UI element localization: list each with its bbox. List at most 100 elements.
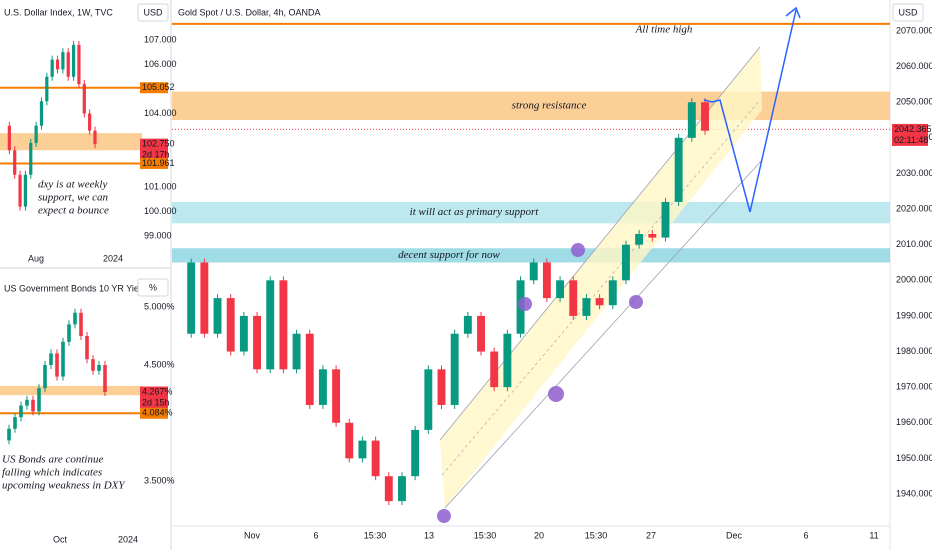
candle bbox=[49, 353, 53, 365]
candle bbox=[34, 125, 38, 143]
candle bbox=[67, 324, 71, 342]
candle bbox=[103, 365, 107, 393]
candle bbox=[23, 174, 28, 207]
candle bbox=[253, 315, 262, 370]
candle bbox=[608, 280, 617, 306]
candle bbox=[82, 84, 86, 114]
candle bbox=[50, 59, 54, 77]
candle bbox=[85, 336, 89, 360]
candle bbox=[635, 234, 644, 245]
unit: USD bbox=[143, 7, 163, 17]
x-tick-label: 6 bbox=[313, 530, 318, 540]
price-label: 105.052 bbox=[142, 82, 175, 92]
x-tick-label: Aug bbox=[28, 253, 44, 263]
candle bbox=[43, 365, 47, 389]
x-tick-label: Nov bbox=[244, 530, 261, 540]
candle bbox=[398, 476, 406, 502]
candle bbox=[556, 280, 565, 299]
candle bbox=[503, 333, 512, 388]
candle bbox=[279, 280, 288, 370]
annotation: falling which indicates bbox=[2, 467, 102, 479]
candle bbox=[477, 315, 485, 352]
candle bbox=[97, 365, 101, 371]
unit-box bbox=[137, 3, 169, 22]
price-label: 4.267% bbox=[142, 386, 173, 396]
chart-title: U.S. Dollar Index, 1W, TVC bbox=[4, 7, 113, 17]
candle bbox=[424, 369, 433, 430]
candle bbox=[66, 52, 70, 77]
annotation: support, we can bbox=[38, 192, 108, 204]
unit-box bbox=[137, 278, 169, 297]
y-tick-label: 101.000 bbox=[144, 181, 177, 191]
y-tick-label: 5.000% bbox=[144, 301, 175, 311]
candle bbox=[13, 417, 17, 429]
pivot bbox=[629, 295, 643, 309]
candle bbox=[73, 312, 77, 325]
x-tick-label: Dec bbox=[726, 530, 743, 540]
annotation: dxy is at weekly bbox=[38, 179, 107, 191]
y-tick-label: 107.000 bbox=[144, 34, 177, 44]
x-tick-label: 20 bbox=[534, 530, 544, 540]
price-label: 4.084% bbox=[142, 408, 173, 418]
candle bbox=[91, 359, 95, 371]
unit-box bbox=[892, 3, 924, 22]
candle bbox=[437, 369, 446, 405]
candle bbox=[529, 262, 538, 281]
pivot bbox=[518, 297, 532, 311]
projection bbox=[703, 9, 797, 213]
candle bbox=[490, 351, 499, 388]
candle bbox=[77, 44, 81, 85]
candle bbox=[45, 76, 49, 102]
candle bbox=[674, 137, 683, 202]
candle bbox=[18, 174, 22, 207]
y-tick-label: 2050.000 bbox=[896, 97, 932, 107]
price-box bbox=[140, 82, 168, 94]
y-tick-label: 3.500% bbox=[144, 475, 175, 485]
zone bbox=[172, 248, 890, 263]
annotation: upcoming weakness in DXY bbox=[2, 480, 126, 492]
candle bbox=[582, 298, 591, 316]
y-tick-label: 1950.000 bbox=[896, 453, 932, 463]
level-label: All time high bbox=[635, 23, 693, 35]
x-tick-label: 15:30 bbox=[474, 530, 497, 540]
y-tick-label: 104.000 bbox=[144, 108, 177, 118]
candle bbox=[55, 59, 60, 70]
chart-title: Gold Spot / U.S. Dollar, 4h, OANDA bbox=[178, 7, 321, 17]
candle bbox=[71, 44, 76, 77]
candle bbox=[226, 298, 235, 352]
y-tick-label: 99.000 bbox=[144, 230, 172, 240]
pivot bbox=[571, 243, 585, 257]
y-tick-label: 4.500% bbox=[144, 359, 175, 369]
price-box bbox=[140, 386, 168, 409]
y-tick-label: 2020.000 bbox=[896, 203, 932, 213]
candle bbox=[701, 102, 709, 131]
x-tick-label: 11 bbox=[869, 530, 878, 540]
candle bbox=[332, 369, 341, 423]
x-tick-label: Oct bbox=[53, 534, 68, 544]
candle bbox=[621, 244, 630, 281]
pivot bbox=[548, 386, 564, 402]
price-label: 2042.365 bbox=[894, 124, 932, 134]
unit: % bbox=[149, 282, 157, 292]
price-box bbox=[140, 138, 168, 161]
candle bbox=[661, 201, 670, 238]
candle bbox=[19, 405, 23, 418]
candle bbox=[358, 440, 367, 459]
candle bbox=[384, 476, 393, 502]
y-tick-label: 1970.000 bbox=[896, 382, 932, 392]
y-tick-label: 1990.000 bbox=[896, 310, 932, 320]
candle bbox=[318, 369, 327, 405]
candle bbox=[292, 333, 301, 370]
candle bbox=[25, 399, 29, 406]
y-tick-label: 1940.000 bbox=[896, 488, 932, 498]
candle bbox=[13, 150, 17, 175]
y-tick-label: 100.000 bbox=[144, 206, 177, 216]
chart-title: US Government Bonds 10 YR Yield, 1W bbox=[4, 283, 165, 293]
candle bbox=[61, 52, 65, 70]
candle bbox=[7, 125, 11, 151]
unit: USD bbox=[898, 7, 918, 17]
price-sub: 2d 15h bbox=[142, 397, 170, 407]
y-tick-label: 2030.000 bbox=[896, 168, 932, 178]
x-tick-label: 15:30 bbox=[585, 530, 608, 540]
